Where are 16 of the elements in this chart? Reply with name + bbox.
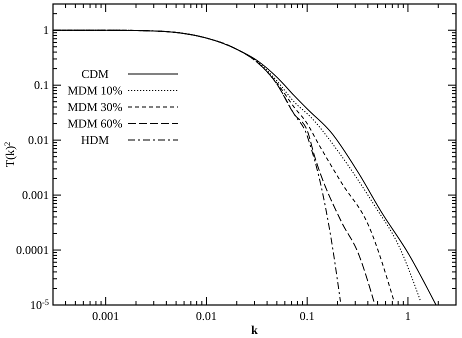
legend-label: CDM xyxy=(81,67,109,81)
x-tick-label: 0.01 xyxy=(196,309,217,323)
y-tick-label: 10$^{-5}$ xyxy=(30,298,49,312)
y-tick-label: 0.0001 xyxy=(16,243,49,258)
legend-label: MDM 10% xyxy=(67,84,123,98)
x-tick-label: 0.1 xyxy=(300,309,315,323)
x-tick-label: 0.001 xyxy=(92,309,120,323)
y-tick-label: 0.001 xyxy=(22,188,49,202)
x-tick-label: 1 xyxy=(404,309,411,323)
legend-label: MDM 60% xyxy=(67,116,123,130)
legend-label: HDM xyxy=(80,133,110,147)
y-tick-label: 1 xyxy=(43,23,49,38)
y-tick-label: 0.01 xyxy=(28,133,49,148)
y-tick-label: 0.1 xyxy=(34,78,49,92)
x-axis-title: k xyxy=(251,323,258,337)
legend-label: MDM 30% xyxy=(67,100,123,114)
